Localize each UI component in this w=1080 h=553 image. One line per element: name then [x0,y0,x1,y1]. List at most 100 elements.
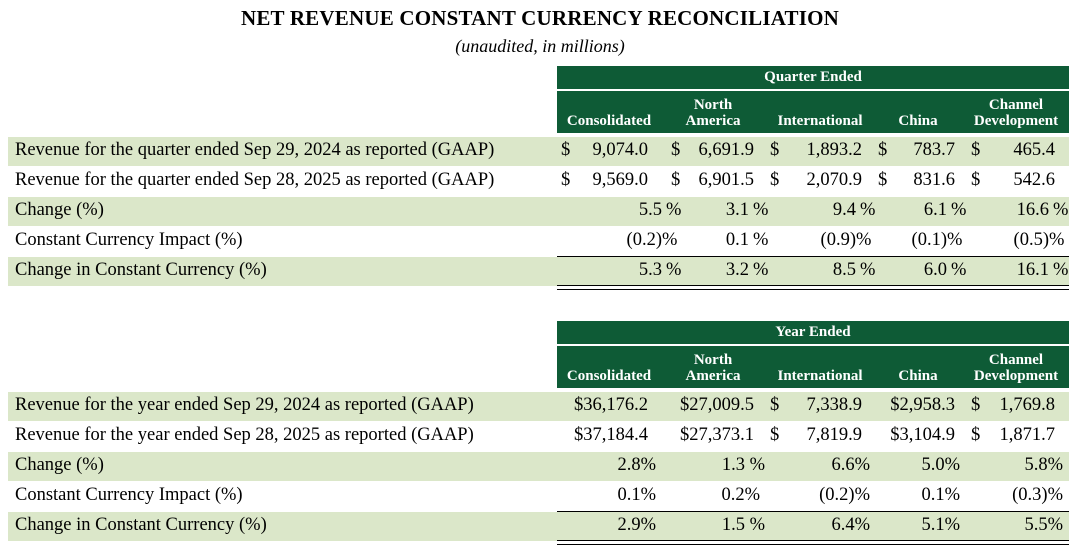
currency-symbol: $ [561,140,571,160]
table-row: Constant Currency Impact (%) (0.2)% 0.1%… [8,227,1069,256]
table-row: Revenue for the year ended Sep 28, 2025 … [8,422,1069,451]
report-subtitle: (unaudited, in millions) [455,36,625,56]
col-header-consolidated: Consolidated [566,368,652,384]
currency-symbol: $ [671,170,681,190]
cell-value: 5.8% [1024,455,1063,475]
cell-value: 5.3 [638,260,662,280]
total-double-rule [557,285,1069,290]
quarter-period-header: Quarter Ended [557,66,1069,89]
currency-symbol: $ [971,395,981,415]
quarter-column-headers: Consolidated North America International … [557,91,1069,133]
currency-symbol: $ [971,425,981,445]
cell-value: 1.3 % [721,455,765,475]
row-label: Constant Currency Impact (%) [15,485,243,505]
table-row: Change in Constant Currency (%) 2.9% 1.5… [8,512,1069,541]
cell-value: 542.6 [1013,170,1055,190]
cell-value: 1,871.7 [999,425,1056,445]
currency-symbol: $ [971,140,981,160]
currency-symbol: $ [671,140,681,160]
col-header-channel-development: Channel Development [973,352,1059,384]
col-header-china: China [898,113,938,129]
cell-value: 16.1 [1016,260,1049,280]
cell-value: 1.5 % [721,515,765,535]
percent-sign: % [1053,200,1069,220]
cell-value: 5.5% [1024,515,1063,535]
total-double-rule [557,540,1069,545]
table-row: Change (%) 5.5% 3.1% 9.4% 6.1% 16.6% [8,197,1069,226]
table-row: Change in Constant Currency (%) 5.3% 3.2… [8,257,1069,286]
percent-sign: % [753,230,769,250]
table-row: Revenue for the quarter ended Sep 29, 20… [8,137,1069,166]
row-label: Revenue for the year ended Sep 29, 2024 … [15,395,474,415]
percent-sign: % [860,260,876,280]
currency-symbol: $ [770,395,780,415]
cell-value: 3.1 [725,200,749,220]
cell-value: $37,184.4 [574,425,648,445]
row-label: Change (%) [15,455,104,475]
cell-value: $2,958.3 [890,395,955,415]
cell-value: 6.0 [923,260,947,280]
cell-value: 6,901.5 [698,170,755,190]
percent-sign: % [951,200,967,220]
cell-value: 783.7 [913,140,955,160]
cell-value: 1,769.8 [999,395,1056,415]
row-label: Change in Constant Currency (%) [15,260,267,280]
col-header-china: China [898,368,938,384]
cell-value: (0.3)% [1012,485,1063,505]
year-column-headers: Consolidated North America International … [557,346,1069,388]
cell-value: 6,691.9 [698,140,755,160]
row-label: Constant Currency Impact (%) [15,230,243,250]
cell-value: 7,338.9 [806,395,863,415]
cell-value: 9.4 [832,200,856,220]
year-period-header: Year Ended [557,321,1069,344]
currency-symbol: $ [971,170,981,190]
cell-value: $27,373.1 [680,425,754,445]
currency-symbol: $ [878,170,888,190]
currency-symbol: $ [878,140,888,160]
col-header-channel-development: Channel Development [973,97,1059,129]
percent-sign: % [951,260,967,280]
currency-symbol: $ [770,140,780,160]
col-header-consolidated: Consolidated [566,113,652,129]
cell-value: 2.8% [617,455,656,475]
cell-value: 8.5 [832,260,856,280]
percent-sign: % [856,230,872,250]
cell-value: 3.2 [725,260,749,280]
cell-value: 6.6% [831,455,870,475]
table-row: Constant Currency Impact (%) 0.1% 0.2% (… [8,482,1069,511]
percent-sign: % [666,260,682,280]
percent-sign: % [753,260,769,280]
cell-value: (0.1) [911,230,947,250]
cell-value: (0.2)% [819,485,870,505]
currency-symbol: $ [770,425,780,445]
cell-value: (0.5) [1013,230,1049,250]
percent-sign: % [662,230,678,250]
cell-value: 16.6 [1016,200,1049,220]
cell-value: $36,176.2 [574,395,648,415]
report-title: NET REVENUE CONSTANT CURRENCY RECONCILIA… [240,6,840,30]
cell-value: 9,074.0 [592,140,649,160]
percent-sign: % [1049,230,1065,250]
cell-value: 7,819.9 [806,425,863,445]
col-header-international: International [777,368,863,384]
col-header-international: International [777,113,863,129]
percent-sign: % [1053,260,1069,280]
cell-value: 0.1 [725,230,749,250]
cell-value: 2,070.9 [806,170,863,190]
percent-sign: % [753,200,769,220]
cell-value: 6.1 [923,200,947,220]
cell-value: 6.4% [831,515,870,535]
currency-symbol: $ [770,170,780,190]
cell-value: 0.1% [921,485,960,505]
cell-value: 831.6 [913,170,955,190]
col-header-north-america: North America [685,97,741,129]
percent-sign: % [860,200,876,220]
cell-value: (0.9) [820,230,856,250]
cell-value: $3,104.9 [890,425,955,445]
col-header-north-america: North America [685,352,741,384]
table-row: Change (%) 2.8% 1.3 % 6.6% 5.0% 5.8% [8,452,1069,481]
cell-value: 465.4 [1013,140,1055,160]
cell-value: 5.5 [638,200,662,220]
table-row: Revenue for the year ended Sep 29, 2024 … [8,392,1069,421]
row-label: Change in Constant Currency (%) [15,515,267,535]
